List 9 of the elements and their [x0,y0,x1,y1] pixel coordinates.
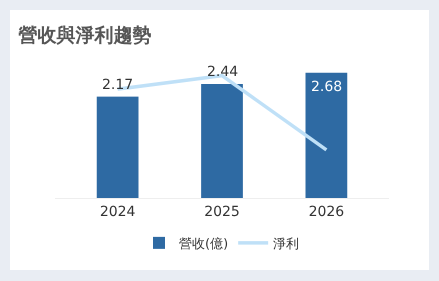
data-label: 2.44 [207,64,238,80]
data-label: 2.68 [311,79,342,95]
chart-title: 營收與淨利趨勢 [18,24,152,46]
x-tick-label: 2026 [308,204,344,220]
x-tick-label: 2025 [204,204,240,220]
data-label: 2.17 [102,77,134,93]
x-tick-label: 2024 [100,204,136,220]
legend-label: 淨利 [273,236,300,252]
legend-label: 營收(億) [179,236,228,252]
